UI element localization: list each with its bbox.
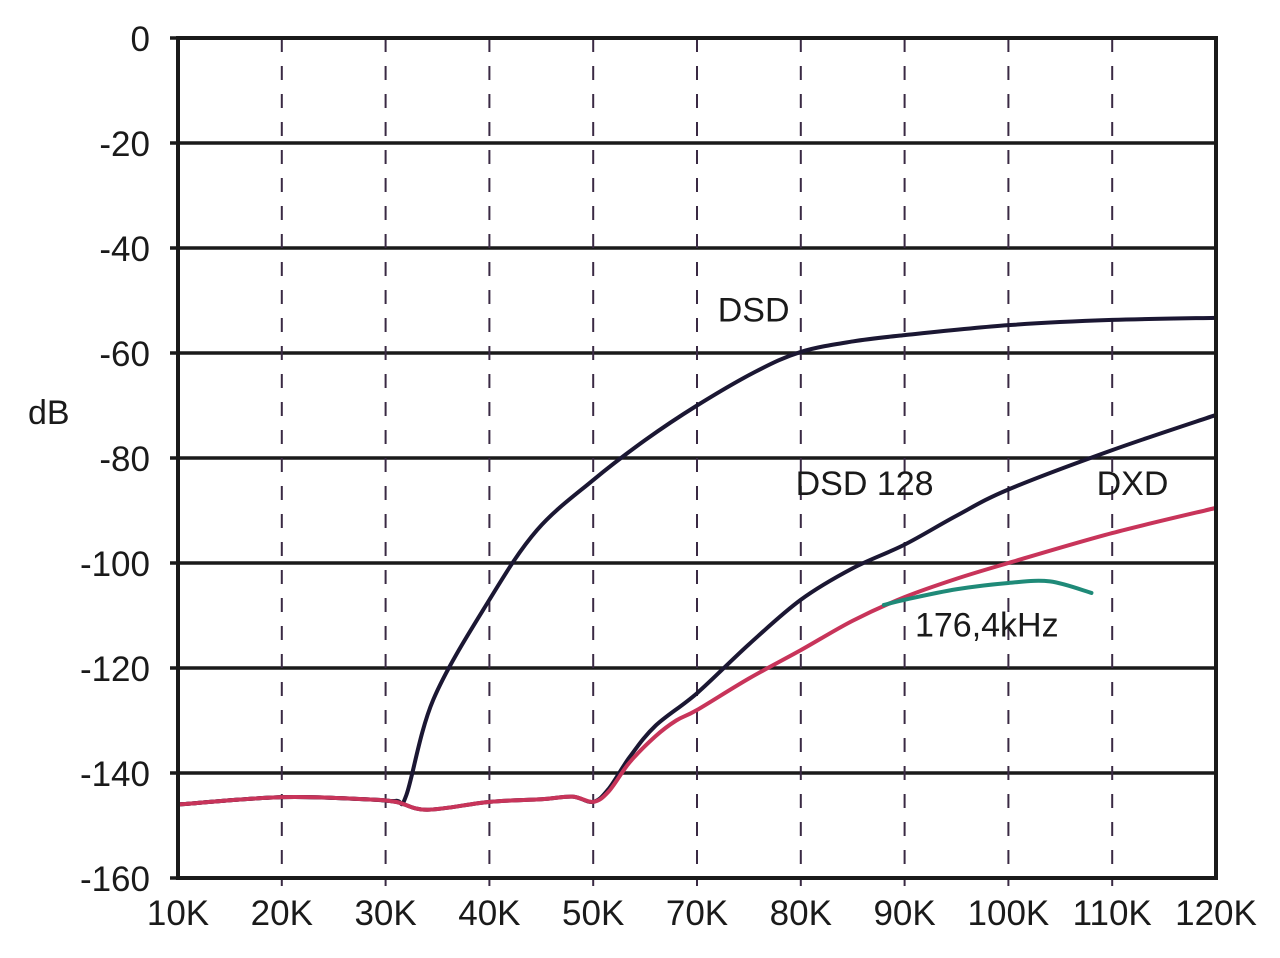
x-tick-label: 10K (147, 894, 209, 933)
series-label: DXD (1097, 465, 1169, 503)
y-tick-labels: 0 -20 -40 -60 -80 -100 -120 -140 -160 (80, 20, 150, 899)
x-tick-labels: 10K 20K 30K 40K 50K 70K 80K 90K 100K 110K 120K (147, 894, 1257, 933)
series-label: 176,4kHz (915, 607, 1059, 645)
y-tick-label: -80 (99, 440, 150, 479)
series-line-176-4khz (881, 578, 1094, 607)
series-labels: DSD DSD 128 DXD 176,4kHz (718, 292, 1169, 645)
x-tick-label: 90K (873, 894, 935, 933)
y-tick-label: -100 (80, 545, 150, 584)
y-tick-label: -40 (99, 230, 150, 269)
y-tick-label: 0 (131, 20, 150, 59)
plot-frame (176, 36, 1218, 880)
y-tick-label: -160 (80, 860, 150, 899)
series-line-dsd (176, 315, 1218, 807)
series-label: DSD (718, 292, 790, 330)
series-label: DSD 128 (796, 465, 934, 503)
grid (170, 36, 1216, 886)
x-tick-label: 40K (458, 894, 520, 933)
y-tick-label: -140 (80, 755, 150, 794)
x-tick-label: 50K (562, 894, 624, 933)
y-tick-label: -120 (80, 650, 150, 689)
x-tick-label: 120K (1175, 894, 1257, 933)
y-tick-label: -20 (99, 125, 150, 164)
x-tick-label: 80K (770, 894, 832, 933)
x-tick-label: 70K (666, 894, 728, 933)
x-tick-label: 30K (354, 894, 416, 933)
x-tick-label: 110K (1073, 894, 1152, 933)
x-tick-label: 100K (968, 894, 1050, 933)
y-axis-label: dB (28, 394, 70, 432)
y-tick-label: -60 (99, 335, 150, 374)
series-lines (176, 315, 1218, 812)
series-line-dxd (176, 505, 1218, 812)
x-tick-label: 20K (251, 894, 313, 933)
